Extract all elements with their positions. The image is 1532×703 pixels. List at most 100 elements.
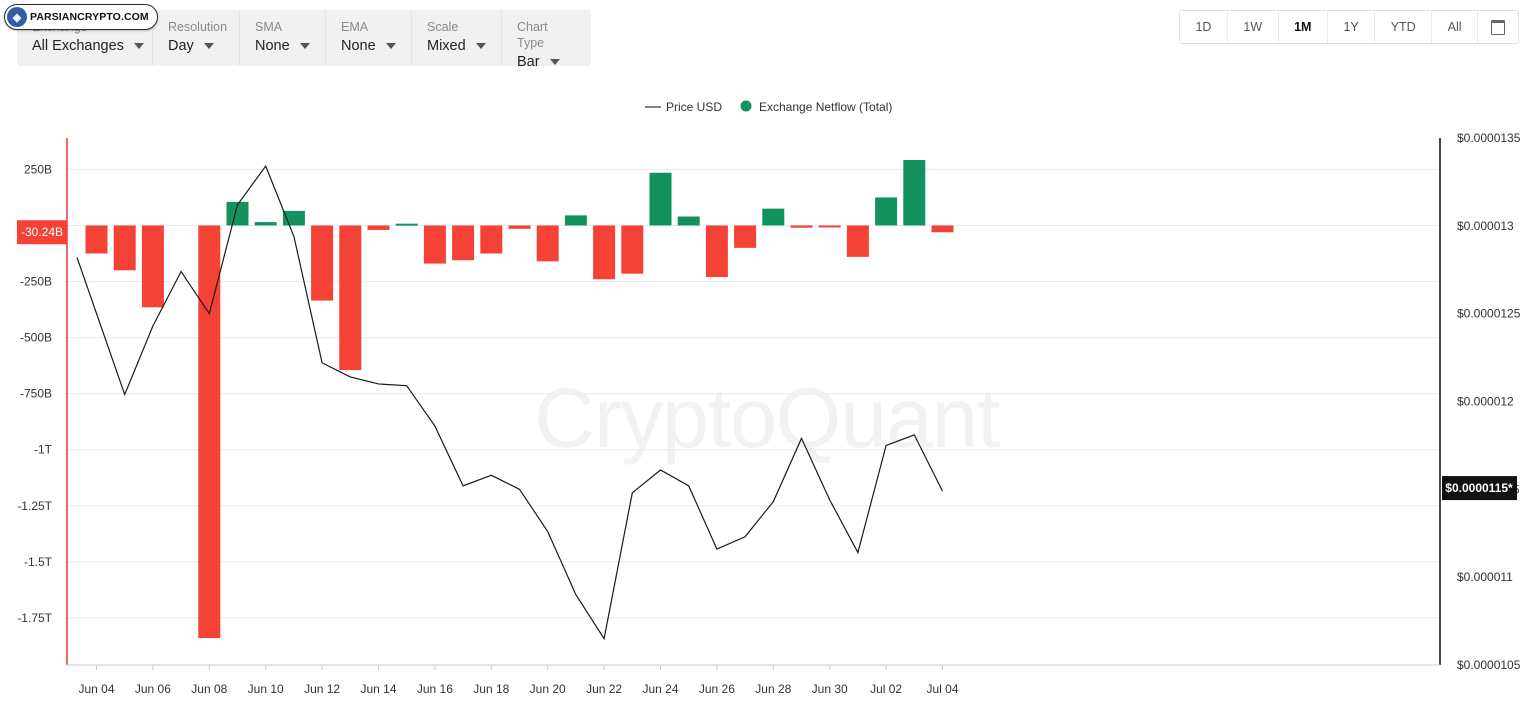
logo-badge-icon: ◈ (7, 7, 27, 27)
range-button-1y[interactable]: 1Y (1328, 11, 1376, 43)
sma-dropdown[interactable]: SMA None (240, 10, 326, 66)
netflow-bar (536, 225, 559, 262)
netflow-bar (649, 172, 672, 226)
ema-dropdown[interactable]: EMA None (326, 10, 412, 66)
date-picker-button[interactable] (1478, 11, 1518, 43)
chart-type-dropdown[interactable]: Chart Type Bar (502, 10, 591, 70)
scale-label: Scale (427, 20, 459, 34)
netflow-bar (593, 225, 616, 280)
last-netflow-value-box (17, 220, 67, 245)
netflow-bar (339, 225, 362, 371)
netflow-bar (508, 225, 531, 229)
netflow-bar (734, 225, 757, 248)
netflow-bar (875, 197, 898, 226)
netflow-bar (677, 216, 700, 226)
resolution-value: Day (168, 38, 194, 54)
sma-label: SMA (255, 20, 283, 34)
x-axis-tick-label: Jun 30 (812, 682, 848, 696)
legend-exchange-netflow[interactable]: Exchange Netflow (Total) (759, 100, 892, 114)
legend-price-usd[interactable]: Price USD (666, 100, 722, 114)
right-axis-tick-label: $0.000012 (1457, 395, 1514, 409)
left-axis-tick-label: -250B (20, 275, 52, 289)
x-axis-tick-label: Jun 10 (248, 682, 284, 696)
right-axis-tick-label: $0.000011 (1457, 570, 1513, 584)
scale-value: Mixed (427, 38, 466, 54)
last-price-value-box (1442, 476, 1517, 501)
parsiancrypto-logo: ◈ PARSIANCRYPTO.COM (4, 4, 158, 30)
x-axis-tick-label: Jun 14 (360, 682, 396, 696)
exchange-value: All Exchanges (32, 38, 124, 54)
netflow-bar (903, 159, 926, 226)
chart-legend[interactable]: Price USD Exchange Netflow (Total) (645, 100, 892, 114)
price-line (76, 164, 944, 641)
cryptoquant-watermark: CryptoQuant (534, 371, 1000, 465)
netflow-bar (621, 225, 644, 274)
range-button-1m[interactable]: 1M (1279, 11, 1328, 43)
range-button-1d[interactable]: 1D (1180, 11, 1228, 43)
right-axis-tick-label: $0.000013 (1457, 219, 1514, 233)
netflow-bars (85, 159, 954, 639)
caret-down-icon (203, 43, 214, 50)
sma-value: None (255, 38, 290, 54)
logo-text: PARSIANCRYPTO.COM (30, 11, 149, 23)
netflow-bar (931, 225, 954, 233)
chart-type-value: Bar (517, 54, 540, 70)
caret-down-icon (475, 43, 486, 50)
x-axis-tick-label: Jul 04 (926, 682, 958, 696)
netflow-bar (790, 225, 813, 228)
x-axis-tick-label: Jun 06 (135, 682, 171, 696)
netflow-bar (564, 215, 587, 226)
x-axis-tick-label: Jul 02 (870, 682, 902, 696)
x-axis-tick-label: Jun 04 (78, 682, 114, 696)
ema-value: None (341, 38, 376, 54)
ema-label: EMA (341, 20, 369, 34)
x-axis-tick-label: Jun 22 (586, 682, 622, 696)
netflow-bar (141, 225, 164, 308)
netflow-bar (198, 225, 221, 639)
right-axis-tick-label: $0.0000105 (1457, 658, 1521, 672)
x-axis-tick-label: Jun 20 (530, 682, 566, 696)
range-button-1w[interactable]: 1W (1228, 11, 1279, 43)
scale-dropdown[interactable]: Scale Mixed (412, 10, 502, 66)
netflow-bar (254, 222, 277, 226)
netflow-bar (818, 225, 841, 228)
netflow-bar (480, 225, 503, 254)
netflow-bar (395, 223, 418, 226)
x-axis-tick-label: Jun 18 (473, 682, 509, 696)
right-axis-tick-label: $0.0000125 (1457, 307, 1521, 321)
netflow-bar (762, 208, 785, 226)
left-axis-tick-label: -1.5T (24, 555, 53, 569)
range-button-ytd[interactable]: YTD (1375, 11, 1433, 43)
left-axis-tick-label: -750B (20, 387, 52, 401)
x-axis-tick-label: Jun 24 (642, 682, 678, 696)
netflow-bar (311, 225, 334, 301)
x-axis-tick-label: Jun 26 (699, 682, 735, 696)
left-axis-tick-label: -1.75T (17, 611, 52, 625)
left-axis-tick-label: -1.25T (17, 499, 52, 513)
resolution-dropdown[interactable]: Resolution Day (153, 10, 240, 66)
netflow-bar (705, 225, 728, 278)
x-axis-tick-label: Jun 08 (191, 682, 227, 696)
time-range-selector: 1D 1W 1M 1Y YTD All (1179, 10, 1519, 44)
netflow-bar (423, 225, 446, 264)
caret-down-icon (133, 43, 144, 50)
x-axis-tick-label: Jun 16 (417, 682, 453, 696)
netflow-bar (846, 225, 869, 257)
left-axis-tick-label: -500B (20, 331, 52, 345)
netflow-bar (226, 201, 249, 226)
calendar-icon (1491, 19, 1506, 35)
last-price-value-label: $0.0000115* (1445, 481, 1513, 495)
x-axis-tick-label: Jun 28 (755, 682, 791, 696)
range-button-all[interactable]: All (1432, 11, 1479, 43)
last-netflow-value-label: -30.24B (21, 225, 63, 239)
caret-down-icon (299, 43, 310, 50)
netflow-bar (367, 225, 390, 230)
netflow-bar (85, 225, 108, 254)
left-axis-tick-label: -1T (34, 443, 53, 457)
resolution-label: Resolution (168, 20, 228, 34)
chart-type-label: Chart Type (517, 20, 548, 50)
x-axis-tick-label: Jun 12 (304, 682, 340, 696)
netflow-legend-dot-icon (740, 100, 752, 112)
right-axis-tick-label: $0.0000135 (1457, 131, 1521, 145)
